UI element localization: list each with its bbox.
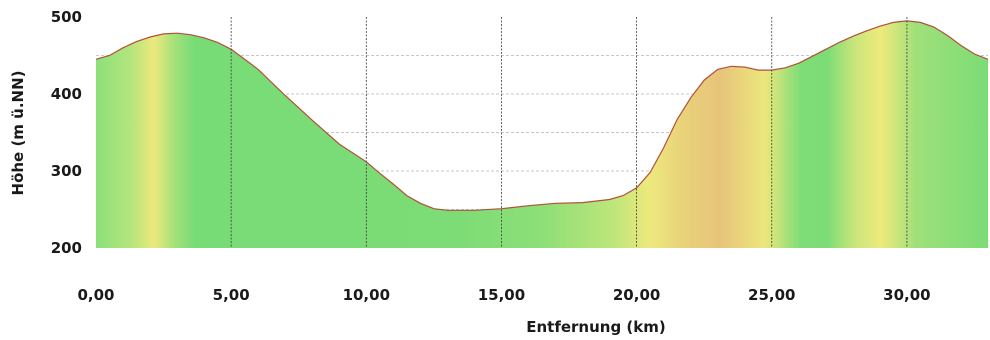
- x-axis-label: Entfernung (km): [526, 318, 666, 336]
- x-tick-label: 25,00: [748, 286, 795, 304]
- x-tick-labels: 0,00 5,00 10,00 15,00 20,00 25,00 30,00: [77, 286, 930, 304]
- y-tick-label: 200: [51, 239, 82, 257]
- x-tick-label: 20,00: [613, 286, 660, 304]
- x-tick-label: 15,00: [478, 286, 525, 304]
- y-tick-labels: 200 300 400 500: [51, 8, 82, 257]
- y-tick-label: 300: [51, 162, 82, 180]
- elevation-line: [95, 20, 989, 211]
- x-tick-label: 5,00: [213, 286, 250, 304]
- elevation-area: [96, 20, 988, 249]
- y-tick-label: 500: [51, 8, 82, 26]
- y-axis-label: Höhe (m ü.NN): [9, 71, 27, 196]
- vertical-gridlines: [230, 17, 908, 248]
- x-tick-label: 0,00: [77, 286, 114, 304]
- y-tick-label: 400: [51, 85, 82, 103]
- x-tick-label: 10,00: [343, 286, 390, 304]
- x-tick-label: 30,00: [883, 286, 930, 304]
